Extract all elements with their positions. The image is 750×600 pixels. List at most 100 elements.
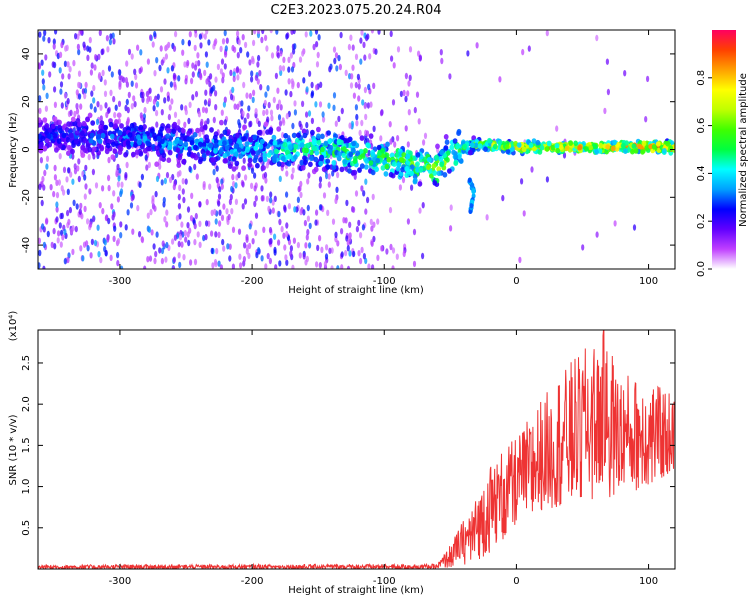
- spectrogram-noise-point: [63, 92, 68, 99]
- spectrogram-ridge-point: [347, 168, 352, 174]
- spectrogram-noise-point: [234, 198, 238, 205]
- spectrogram-ridge-point: [375, 157, 381, 164]
- spectrogram-noise-point: [72, 59, 76, 67]
- spectrogram-noise-point: [314, 30, 319, 35]
- spectrogram-noise-point: [90, 62, 94, 69]
- spectrogram-noise-point: [236, 52, 240, 59]
- spectrogram-ridge-point: [284, 149, 290, 156]
- spectrogram-noise-point: [119, 221, 123, 228]
- spectrogram-ridge-point: [313, 166, 319, 173]
- spectrogram-noise-point: [404, 125, 408, 132]
- spectrogram-noise-point: [66, 209, 70, 217]
- spectrogram-noise-point: [304, 31, 308, 38]
- spectrogram-noise-point: [198, 72, 203, 79]
- spectrogram-noise-point: [187, 239, 191, 247]
- spectrogram-noise-point: [147, 161, 151, 169]
- spectrogram-noise-point: [186, 206, 191, 213]
- spectrogram-ridge-point: [339, 139, 344, 146]
- spectrogram-ridge-point: [544, 146, 550, 152]
- spectrogram-noise-point: [545, 176, 550, 183]
- spectrogram-noise-point: [166, 95, 170, 102]
- x-tick-label: -200: [241, 576, 264, 587]
- spectrogram-noise-point: [340, 264, 344, 269]
- spectrogram-ridge-point: [577, 144, 583, 151]
- spectrogram-noise-point: [277, 99, 282, 106]
- spectrogram-noise-point: [86, 54, 90, 61]
- spectrogram-noise-point: [219, 45, 223, 53]
- spectrogram-ridge-point: [644, 145, 650, 151]
- spectrogram-noise-point: [181, 178, 185, 185]
- spectrogram-noise-point: [336, 265, 340, 269]
- spectrogram-noise-point: [205, 198, 209, 206]
- spectrogram-noise-point: [283, 244, 287, 251]
- spectrogram-noise-point: [90, 90, 94, 97]
- spectrogram-noise-point: [275, 30, 279, 35]
- spectrogram-noise-point: [172, 45, 177, 52]
- spectrogram-noise-point: [320, 246, 324, 253]
- spectrogram-noise-point: [186, 222, 190, 229]
- spectrogram-noise-point: [156, 93, 160, 101]
- spectrogram-noise-point: [116, 163, 120, 171]
- spectrogram-noise-point: [439, 49, 443, 56]
- spectrogram-noise-point: [55, 201, 59, 208]
- spectrogram-noise-point: [233, 103, 237, 110]
- spectrogram-noise-point: [60, 212, 64, 219]
- spectrogram-noise-point: [165, 171, 170, 179]
- spectrogram-noise-point: [379, 135, 383, 142]
- spectrogram-noise-point: [183, 121, 187, 128]
- spectrogram-noise-point: [273, 249, 277, 256]
- spectrogram-noise-point: [107, 217, 111, 225]
- spectrogram-ridge-point: [39, 141, 44, 148]
- spectrogram-ridge-point: [160, 138, 165, 145]
- spectrogram-noise-point: [119, 188, 124, 195]
- spectrogram-noise-point: [335, 186, 339, 193]
- spectrogram-noise-point: [250, 167, 255, 174]
- spectrogram-noise-point: [225, 208, 229, 215]
- spectrogram-ridge-point: [40, 135, 46, 142]
- spectrogram-noise-point: [205, 220, 209, 227]
- spectrogram-ridge-point: [129, 122, 135, 129]
- spectrogram-noise-point: [189, 215, 194, 222]
- spectrogram-noise-point: [169, 81, 173, 88]
- spectrogram-noise-point: [60, 185, 64, 192]
- spectrogram-ridge-point: [212, 134, 218, 141]
- spectrogram-noise-point: [646, 75, 650, 83]
- spectrogram-noise-point: [177, 203, 181, 210]
- spectrogram-noise-point: [318, 182, 322, 189]
- spectrogram-ridge-point: [42, 145, 48, 152]
- spectrogram-noise-point: [133, 101, 137, 108]
- spectrogram-noise-point: [120, 181, 124, 188]
- spectrogram-noise-point: [314, 219, 318, 226]
- spectrogram-ridge-point: [244, 141, 250, 147]
- spectrogram-noise-point: [256, 30, 261, 35]
- spectrogram-noise-point: [38, 237, 41, 244]
- spectrogram-ridge-point: [648, 143, 654, 150]
- spectrogram-noise-point: [58, 153, 62, 160]
- spectrogram-ridge-point: [531, 138, 537, 144]
- spectrogram-noise-point: [94, 182, 99, 189]
- spectrogram-ridge-point: [72, 120, 77, 127]
- spectrogram-noise-point: [263, 171, 268, 179]
- spectrogram-noise-point: [304, 242, 308, 249]
- spectrogram-noise-point: [274, 264, 278, 269]
- spectrogram-noise-point: [213, 208, 217, 216]
- spectrogram-noise-point: [256, 61, 260, 68]
- spectrogram-noise-point: [351, 44, 355, 51]
- spectrogram-noise-point: [65, 176, 69, 183]
- spectrogram-noise-point: [232, 75, 236, 83]
- spectrogram-noise-point: [155, 231, 159, 238]
- spectrogram-ridge-point: [412, 178, 418, 185]
- spectrogram-x-ticks: -300 -200 -100 0 100: [109, 30, 658, 287]
- spectrogram-noise-point: [367, 263, 371, 269]
- spectrogram-ridge-point: [138, 124, 144, 131]
- spectrogram-ridge-point: [42, 117, 48, 123]
- spectrogram-ridge-point: [217, 149, 223, 155]
- spectrogram-noise-point: [310, 91, 314, 99]
- spectrogram-noise-point: [78, 93, 82, 100]
- colorbar-tick-label: 0.6: [696, 118, 707, 134]
- spectrogram-noise-point: [498, 76, 502, 83]
- spectrogram-ridge-point: [451, 149, 456, 156]
- spectrogram-noise-point: [204, 107, 208, 114]
- spectrogram-noise-point: [134, 82, 139, 89]
- spectrogram-ridge-point: [339, 166, 345, 173]
